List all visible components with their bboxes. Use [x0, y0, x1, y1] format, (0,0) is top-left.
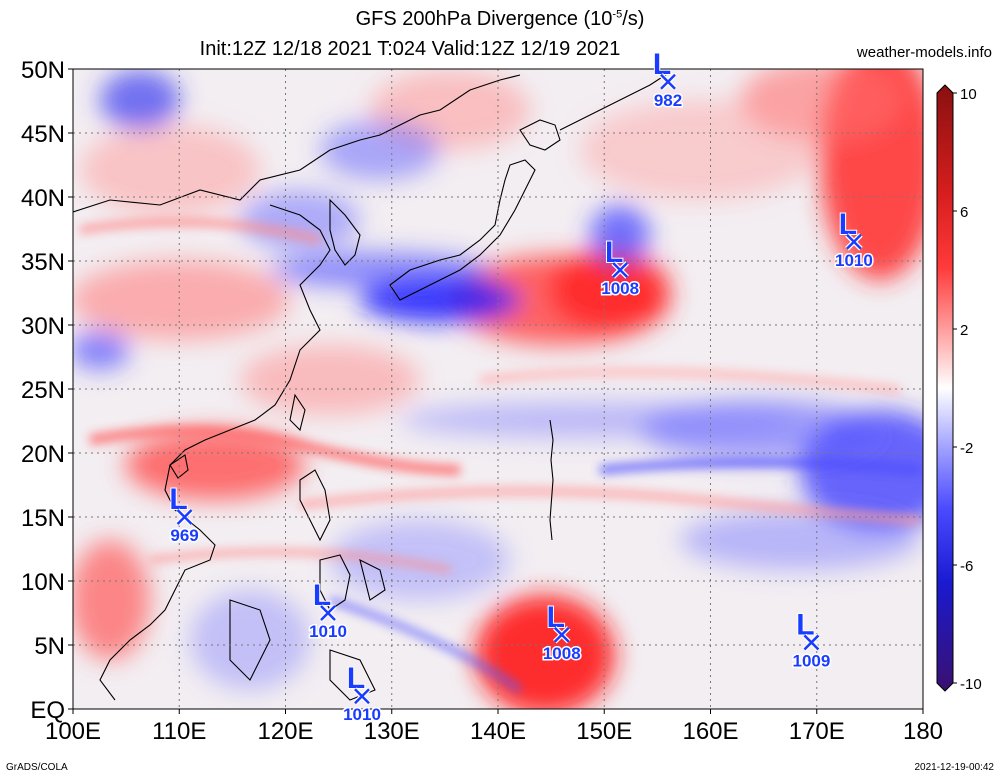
lat-tick-label: 20N	[21, 441, 65, 468]
coastlines	[73, 71, 671, 701]
low-center-x	[803, 634, 820, 651]
low-marker: L 1010	[834, 207, 875, 271]
low-letter: L	[605, 236, 623, 269]
low-center-x	[354, 688, 370, 705]
lon-tick-label: 160E	[682, 718, 738, 745]
axis-ticks	[68, 68, 924, 714]
lon-tick-label: 100E	[45, 718, 101, 745]
divergence-field	[73, 69, 923, 709]
low-pressure-markers: L 982 L 1008 L 1010 L 969 L 1010 L 1008 L 1009 L 1010	[168, 47, 875, 726]
lon-tick-label: 140E	[470, 718, 526, 745]
low-letter: L	[839, 208, 857, 241]
low-marker: L 1010	[342, 661, 383, 726]
low-letter: L	[169, 483, 187, 516]
low-marker: L 1010	[308, 578, 349, 643]
lat-tick-label: 5N	[34, 633, 65, 660]
low-pressure-value: 1008	[543, 644, 581, 663]
low-pressure-value: 1010	[835, 251, 873, 270]
site-label: weather-models.info	[856, 44, 992, 61]
low-letter: L	[796, 608, 814, 641]
low-letter: L	[313, 579, 331, 612]
low-center-x	[176, 509, 193, 525]
footer-left: GrADS/COLA	[6, 762, 68, 773]
lat-tick-label: 15N	[21, 505, 65, 532]
low-letter: L	[347, 662, 365, 695]
map-title: GFS 200hPa Divergence (10-5/s)	[355, 8, 645, 30]
colorbar-label: -6	[960, 558, 973, 575]
colorbar: 10 6 2 -2 -6 -10	[936, 84, 982, 693]
low-pressure-value: 1010	[309, 622, 347, 641]
low-center-x	[846, 233, 862, 250]
low-letter: L	[547, 601, 565, 634]
colorbar-label: 2	[960, 322, 968, 339]
low-center-x	[612, 262, 629, 278]
low-marker: L 969	[168, 482, 200, 547]
low-marker: L 1008	[600, 235, 641, 300]
lat-tick-label: 40N	[21, 185, 65, 212]
colorbar-label: 10	[960, 86, 977, 103]
lat-tick-label: EQ	[30, 697, 65, 724]
colorbar-label: 6	[960, 204, 968, 221]
low-pressure-value: 1010	[343, 705, 381, 724]
lon-tick-label: 110E	[152, 718, 206, 745]
lat-tick-label: 25N	[21, 377, 65, 404]
lon-tick-label: 180	[903, 718, 943, 745]
lat-tick-labels: 50N 45N 40N 35N 30N 25N 20N 15N 10N 5N EQ	[21, 57, 65, 724]
colorbar-bar	[936, 84, 954, 692]
lat-tick-label: 45N	[21, 121, 65, 148]
low-center-x	[660, 73, 676, 90]
lon-tick-label: 130E	[364, 718, 420, 745]
colorbar-label: -10	[960, 676, 982, 693]
footer-right: 2021-12-19-00:42	[914, 762, 994, 773]
colorbar-label: -2	[960, 440, 973, 457]
lat-tick-label: 10N	[21, 569, 65, 596]
lat-tick-label: 35N	[21, 249, 65, 276]
low-center-x	[320, 605, 336, 621]
lon-tick-label: 170E	[789, 718, 845, 745]
low-pressure-value: 1008	[601, 279, 639, 298]
graticule	[73, 69, 923, 709]
low-pressure-value: 982	[654, 91, 682, 110]
low-marker: L 982	[652, 47, 684, 112]
colorbar-labels: 10 6 2 -2 -6 -10	[953, 86, 982, 693]
lon-tick-labels: 100E 110E 120E 130E 140E 150E 160E 170E 180	[45, 718, 943, 745]
lon-tick-label: 150E	[576, 718, 632, 745]
lat-tick-label: 30N	[21, 313, 65, 340]
map-subtitle: Init:12Z 12/18 2021 T:024 Valid:12Z 12/1…	[199, 38, 621, 60]
low-center-x	[553, 626, 570, 643]
low-pressure-value: 1009	[793, 651, 831, 670]
low-marker: L 1009	[791, 607, 832, 672]
low-letter: L	[653, 48, 671, 81]
low-pressure-value: 969	[170, 526, 198, 545]
lat-tick-label: 50N	[21, 57, 65, 84]
lon-tick-label: 120E	[257, 718, 313, 745]
low-marker: L 1008	[541, 600, 582, 665]
